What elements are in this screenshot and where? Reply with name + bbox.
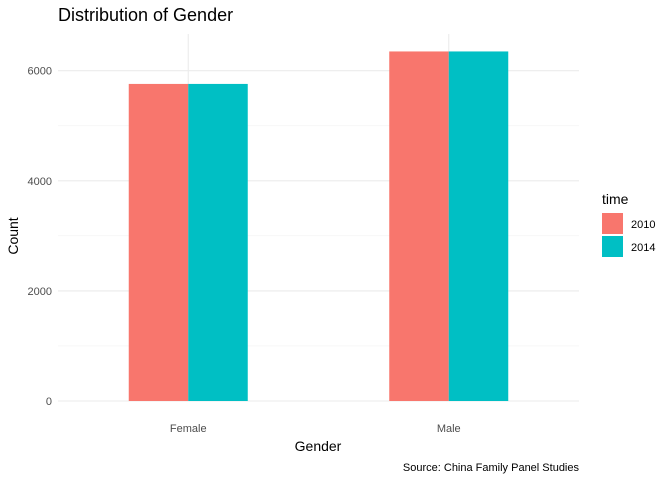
x-axis-ticks: Female Male <box>170 423 461 435</box>
legend-title: time <box>602 191 629 207</box>
legend-label-2014: 2014 <box>631 242 655 254</box>
y-tick-label: 2000 <box>28 286 52 298</box>
bar-male-2014 <box>448 51 509 401</box>
x-tick-label: Male <box>437 423 461 435</box>
legend-label-2010: 2010 <box>631 219 655 231</box>
y-tick-label: 0 <box>46 396 52 408</box>
x-axis-title: Gender <box>295 438 342 454</box>
bar-female-2014 <box>188 83 248 401</box>
bars <box>128 51 509 401</box>
y-tick-label: 6000 <box>28 66 52 78</box>
chart-caption: Source: China Family Panel Studies <box>403 462 580 474</box>
chart-title: Distribution of Gender <box>58 5 233 25</box>
y-axis-ticks: 0 2000 4000 6000 <box>28 66 52 408</box>
legend-key-2010 <box>602 213 623 234</box>
y-axis-title: Count <box>5 217 21 254</box>
legend-key-2014 <box>602 236 623 257</box>
bar-male-2010 <box>389 51 449 401</box>
bar-female-2010 <box>128 83 189 401</box>
legend: time 2010 2014 <box>602 191 655 257</box>
y-tick-label: 4000 <box>28 176 52 188</box>
x-tick-label: Female <box>170 423 207 435</box>
